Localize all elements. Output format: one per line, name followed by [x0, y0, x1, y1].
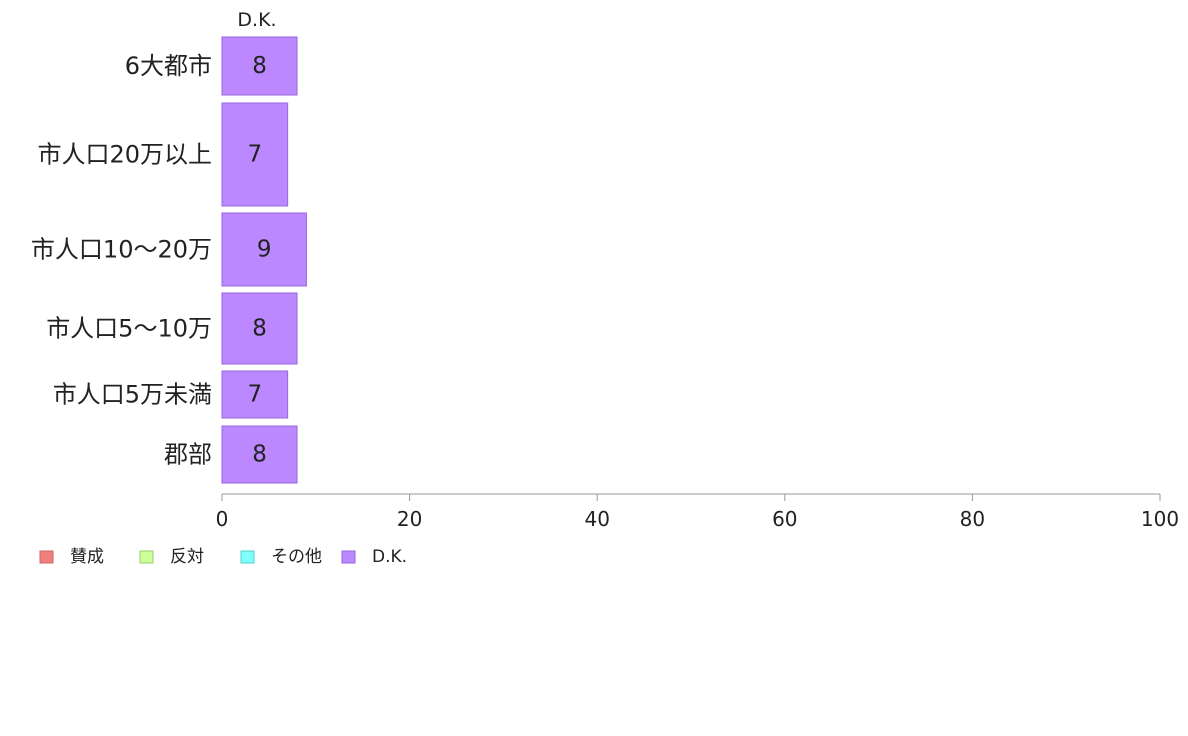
legend-label: その他 [271, 547, 322, 567]
bar-segment [221, 102, 289, 207]
x-tick-label: 100 [1141, 507, 1179, 531]
bar-segment [221, 292, 298, 365]
legend-label: 賛成 [70, 547, 104, 567]
bar-value-label: 7 [248, 142, 263, 168]
bar-segment [221, 370, 289, 419]
legend-swatch [139, 550, 154, 564]
bar-segment [221, 36, 298, 96]
bars-layer: 8 7 9 8 7 8 [221, 36, 307, 484]
legend-swatch [240, 550, 255, 564]
category-label: 市人口10〜20万 [31, 236, 212, 264]
bar-value-label: 8 [252, 316, 267, 342]
bar-value-label: 9 [257, 237, 272, 263]
bar-value-label: 7 [248, 382, 263, 408]
x-tick-label: 40 [584, 507, 609, 531]
legend-label: D.K. [372, 547, 407, 567]
category-label: 郡部 [164, 441, 212, 469]
legend: 賛成 反対 その他 D.K. [39, 547, 407, 567]
x-tick-label: 80 [960, 507, 985, 531]
bar-segment [221, 425, 298, 484]
bar-value-label: 8 [252, 442, 267, 468]
legend-swatch [341, 550, 356, 564]
category-label: 市人口20万以上 [37, 141, 212, 169]
x-tick-label: 0 [216, 507, 229, 531]
x-axis: 0 20 40 60 80 100 [216, 493, 1179, 531]
legend-label: 反対 [170, 547, 204, 567]
legend-swatch [39, 550, 54, 564]
category-label: 6大都市 [125, 52, 212, 80]
category-label: 市人口5万未満 [53, 381, 212, 409]
bar-segment [221, 212, 307, 287]
column-header: D.K. [237, 9, 276, 31]
x-tick-label: 60 [772, 507, 797, 531]
column-header-group: D.K. [237, 9, 276, 31]
x-tick-label: 20 [397, 507, 422, 531]
bar-value-label: 8 [252, 53, 267, 79]
category-label: 市人口5〜10万 [46, 315, 212, 343]
